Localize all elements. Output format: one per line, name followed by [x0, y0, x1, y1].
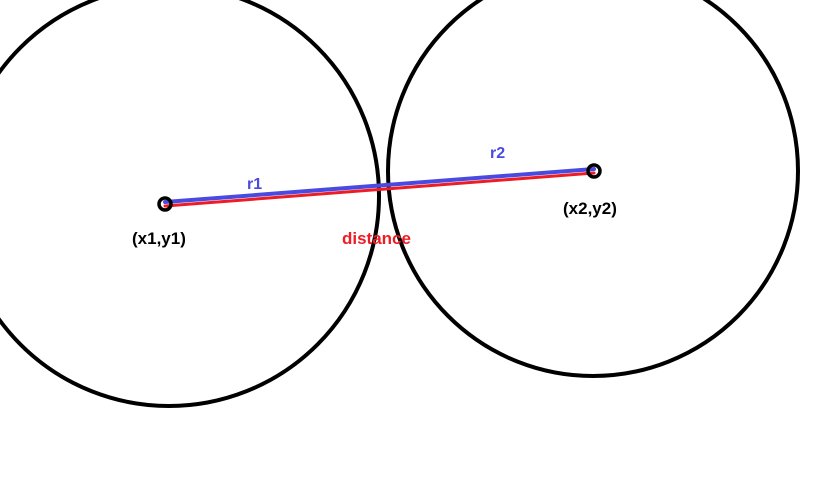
- circle-2: [386, 0, 800, 378]
- center-point-2: [586, 163, 602, 179]
- center-point-1: [157, 196, 173, 212]
- radius-1-label: r1: [247, 176, 262, 193]
- circle-1: [0, 0, 381, 408]
- point-2-label: (x2,y2): [563, 199, 617, 218]
- distance-line: [163, 171, 596, 208]
- radius-2-label: r2: [490, 145, 505, 162]
- radius-line: [163, 167, 596, 204]
- distance-label: distance: [342, 229, 411, 248]
- point-1-label: (x1,y1): [132, 229, 186, 248]
